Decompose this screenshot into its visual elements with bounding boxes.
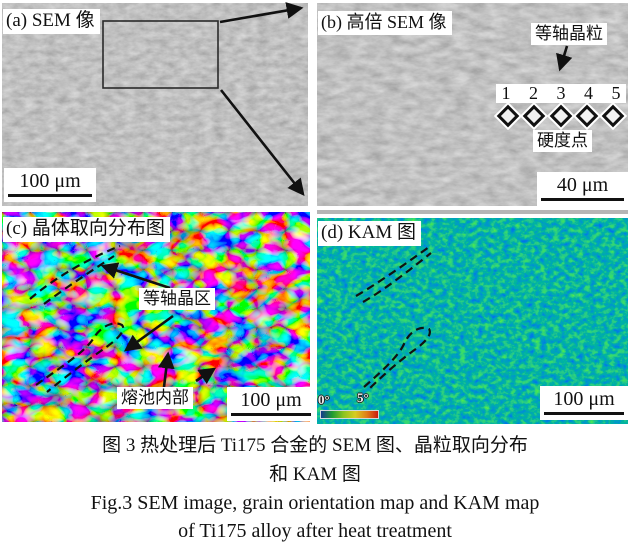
panel-b-label: (b) 高倍 SEM 像 xyxy=(318,11,452,35)
caption-en-line1: Fig.3 SEM image, grain orientation map a… xyxy=(90,492,540,514)
hardness-number-4: 4 xyxy=(584,83,593,103)
hardness-points-annotation: 硬度点 xyxy=(533,130,592,153)
hardness-number-5: 5 xyxy=(611,83,621,103)
hardness-number-2: 2 xyxy=(529,83,538,103)
scale-bar-d-line xyxy=(544,412,624,415)
scale-bar-b-line xyxy=(541,198,624,201)
panel-a-label: (a) SEM 像 xyxy=(3,9,100,34)
kam-max-text: 5° xyxy=(357,390,369,405)
equiaxed-zone-annotation: 等轴晶区 xyxy=(139,288,215,311)
diamond-marker-2 xyxy=(522,104,546,128)
figure-caption: 图 3 热处理后 Ti175 合金的 SEM 图、晶粒取向分布 和 KAM 图 … xyxy=(0,431,630,545)
equiaxed-grain-annotation: 等轴晶粒 xyxy=(531,23,607,46)
panel-a-label-text: (a) SEM 像 xyxy=(6,10,95,31)
hardness-point-numbers: 1 2 3 4 5 xyxy=(496,84,626,103)
panel-c-label: (c) 晶体取向分布图 xyxy=(3,217,170,242)
scale-bar-d: 100 μm xyxy=(540,386,628,420)
diamond-marker-1 xyxy=(496,104,520,128)
scale-bar-c-line xyxy=(231,413,311,416)
caption-zh-line1: 图 3 热处理后 Ti175 合金的 SEM 图、晶粒取向分布 xyxy=(102,435,528,456)
kam-min-text: 0° xyxy=(318,392,330,407)
diamond-marker-3 xyxy=(549,104,572,128)
scale-bar-d-text: 100 μm xyxy=(553,388,615,410)
kam-colorbar-min-label: 0° xyxy=(318,393,330,406)
panel-c-label-text: (c) 晶体取向分布图 xyxy=(6,218,165,239)
caption-zh-line2: 和 KAM 图 xyxy=(269,464,361,485)
diamond-marker-4 xyxy=(575,104,599,128)
melt-pool-text: 熔池内部 xyxy=(121,388,189,407)
hardness-number-3: 3 xyxy=(556,83,566,103)
panel-d-label: (d) KAM 图 xyxy=(318,221,421,246)
hardness-points-text: 硬度点 xyxy=(537,131,588,150)
scale-bar-c: 100 μm xyxy=(227,387,315,421)
kam-colorbar-gradient xyxy=(320,410,379,419)
equiaxed-zone-text: 等轴晶区 xyxy=(143,289,211,308)
scale-bar-b: 40 μm xyxy=(537,172,628,206)
scale-bar-a: 100 μm xyxy=(4,168,96,202)
scale-bar-b-text: 40 μm xyxy=(556,174,609,196)
melt-pool-annotation: 熔池内部 xyxy=(117,387,193,410)
caption-en-line2: of Ti175 alloy after heat treatment xyxy=(178,520,452,542)
equiaxed-grain-text: 等轴晶粒 xyxy=(535,24,603,43)
panel-d-label-text: (d) KAM 图 xyxy=(321,222,416,243)
panel-b-label-text: (b) 高倍 SEM 像 xyxy=(321,12,447,32)
kam-colorbar-max-label: 5° xyxy=(357,391,369,404)
hardness-indent-markers xyxy=(496,104,625,128)
scale-bar-a-text: 100 μm xyxy=(19,170,81,192)
diamond-marker-5 xyxy=(601,104,625,128)
scale-bar-a-line xyxy=(8,194,92,197)
hardness-number-1: 1 xyxy=(501,83,511,103)
gray-sliver xyxy=(317,210,628,214)
scale-bar-c-text: 100 μm xyxy=(240,389,302,411)
